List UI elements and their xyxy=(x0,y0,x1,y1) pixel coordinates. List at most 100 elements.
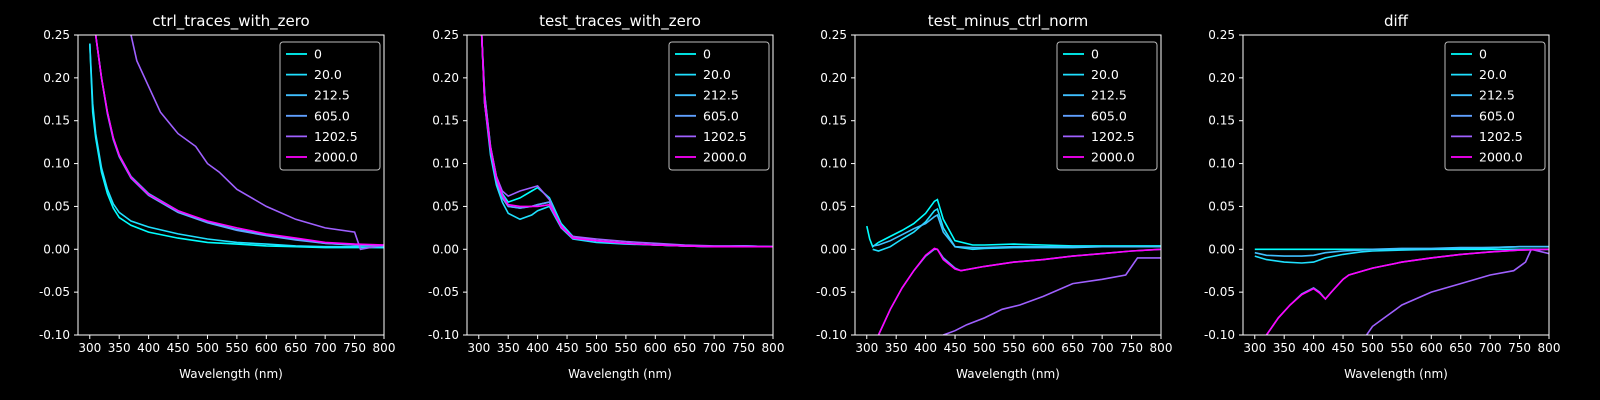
y-tick-label: 0.05 xyxy=(43,199,70,213)
x-tick-label: 700 xyxy=(703,341,726,355)
x-tick-label: 400 xyxy=(1302,341,1325,355)
x-tick-label: 500 xyxy=(1361,341,1384,355)
y-tick-label: 0.00 xyxy=(432,242,459,256)
chart-panel-1: test_traces_with_zero 300 350 400 450 500 550 6… xyxy=(428,12,785,381)
series-line-0 xyxy=(866,198,1161,248)
x-tick-label: 700 xyxy=(1479,341,1502,355)
legend-entry: 20.0 xyxy=(703,67,731,82)
x-tick-label: 300 xyxy=(855,341,878,355)
x-tick-label: 750 xyxy=(343,341,366,355)
y-tick-label: 0.15 xyxy=(432,114,459,128)
x-tick-label: 350 xyxy=(1273,341,1296,355)
x-axis-label: Wavelength (nm) xyxy=(1344,367,1448,381)
legend: 0 20.0 212.5 605.0 1202.5 2000.0 xyxy=(1056,41,1158,171)
series-line-2 xyxy=(872,213,1161,249)
x-axis-label: Wavelength (nm) xyxy=(568,367,672,381)
x-tick-label: 300 xyxy=(467,341,490,355)
x-tick-label: 650 xyxy=(1449,341,1472,355)
y-tick-label: 0.25 xyxy=(1208,28,1235,42)
x-tick-label: 800 xyxy=(373,341,396,355)
legend-entry: 605.0 xyxy=(1479,108,1515,123)
x-tick-label: 600 xyxy=(1420,341,1443,355)
y-tick-label: 0.15 xyxy=(820,114,847,128)
x-tick-label: 700 xyxy=(314,341,337,355)
legend: 0 20.0 212.5 605.0 1202.5 2000.0 xyxy=(668,41,770,171)
legend-entry: 2000.0 xyxy=(1091,150,1135,165)
legend-entry: 20.0 xyxy=(1091,67,1119,82)
x-tick-label: 800 xyxy=(1150,341,1173,355)
y-tick-label: 0.20 xyxy=(432,71,459,85)
legend-entry: 1202.5 xyxy=(703,129,747,144)
x-tick-label: 600 xyxy=(255,341,278,355)
x-tick-label: 300 xyxy=(78,341,101,355)
legend-entry: 0 xyxy=(1479,47,1487,62)
x-tick-label: 550 xyxy=(614,341,637,355)
legend-entry: 212.5 xyxy=(314,88,350,103)
y-tick-label: 0.25 xyxy=(820,28,847,42)
y-tick-label: 0.05 xyxy=(1208,199,1235,213)
x-tick-label: 350 xyxy=(885,341,908,355)
y-tick-label: 0.10 xyxy=(43,157,70,171)
x-tick-label: 400 xyxy=(914,341,937,355)
x-tick-label: 650 xyxy=(673,341,696,355)
x-tick-label: 550 xyxy=(1002,341,1025,355)
y-tick-label: 0.00 xyxy=(1208,242,1235,256)
x-tick-label: 750 xyxy=(1120,341,1143,355)
y-tick-label: -0.10 xyxy=(428,328,459,342)
legend-entry: 605.0 xyxy=(1091,108,1127,123)
legend: 0 20.0 212.5 605.0 1202.5 2000.0 xyxy=(279,41,381,171)
x-tick-label: 650 xyxy=(284,341,307,355)
y-tick-label: -0.10 xyxy=(1204,328,1235,342)
y-tick-label: 0.20 xyxy=(43,71,70,85)
legend-entry: 0 xyxy=(1091,47,1099,62)
legend-entry: 20.0 xyxy=(1479,67,1507,82)
x-tick-label: 450 xyxy=(167,341,190,355)
series-line-4 xyxy=(130,35,384,251)
legend-entry: 2000.0 xyxy=(1479,150,1523,165)
y-tick-label: 0.10 xyxy=(432,157,459,171)
y-tick-label: 0.25 xyxy=(43,28,70,42)
y-tick-label: -0.05 xyxy=(1204,285,1235,299)
x-tick-label: 500 xyxy=(973,341,996,355)
y-tick-label: -0.05 xyxy=(816,285,847,299)
chart-title: test_traces_with_zero xyxy=(539,12,701,31)
y-tick-label: 0.05 xyxy=(432,199,459,213)
chart-title: diff xyxy=(1384,12,1409,30)
y-tick-label: 0.10 xyxy=(1208,157,1235,171)
series-line-2 xyxy=(1254,245,1549,257)
axes-frame xyxy=(466,34,774,336)
x-tick-label: 350 xyxy=(108,341,131,355)
legend: 0 20.0 212.5 605.0 1202.5 2000.0 xyxy=(1444,41,1546,171)
y-tick-label: -0.05 xyxy=(428,285,459,299)
series-line-1 xyxy=(89,43,384,249)
y-tick-label: 0.05 xyxy=(820,199,847,213)
legend-entry: 20.0 xyxy=(314,67,342,82)
x-axis-label: Wavelength (nm) xyxy=(179,367,283,381)
legend-entry: 212.5 xyxy=(1479,88,1515,103)
legend-entry: 2000.0 xyxy=(703,150,747,165)
series-line-4 xyxy=(1365,248,1549,335)
y-tick-label: 0.20 xyxy=(820,71,847,85)
legend-entry: 0 xyxy=(314,47,322,62)
x-tick-label: 450 xyxy=(1332,341,1355,355)
chart-panel-0: ctrl_traces_with_zero 300 350 400 450 500 550 6… xyxy=(39,12,396,381)
series-line-4 xyxy=(943,257,1161,335)
x-tick-label: 450 xyxy=(944,341,967,355)
legend-entry: 0 xyxy=(703,47,711,62)
x-tick-label: 350 xyxy=(497,341,520,355)
chart-panel-2: test_minus_ctrl_norm 300 350 400 450 500 550 60… xyxy=(816,12,1173,381)
x-tick-label: 400 xyxy=(137,341,160,355)
axes-frame xyxy=(854,34,1162,336)
x-tick-label: 600 xyxy=(644,341,667,355)
x-tick-label: 800 xyxy=(762,341,785,355)
axes-frame xyxy=(77,34,385,336)
legend-entry: 1202.5 xyxy=(314,129,358,144)
legend-entry: 2000.0 xyxy=(314,150,358,165)
y-tick-label: 0.10 xyxy=(820,157,847,171)
x-tick-label: 550 xyxy=(225,341,248,355)
series-line-5 xyxy=(94,35,384,246)
y-tick-label: 0.00 xyxy=(43,242,70,256)
x-tick-label: 450 xyxy=(556,341,579,355)
y-tick-label: 0.20 xyxy=(1208,71,1235,85)
